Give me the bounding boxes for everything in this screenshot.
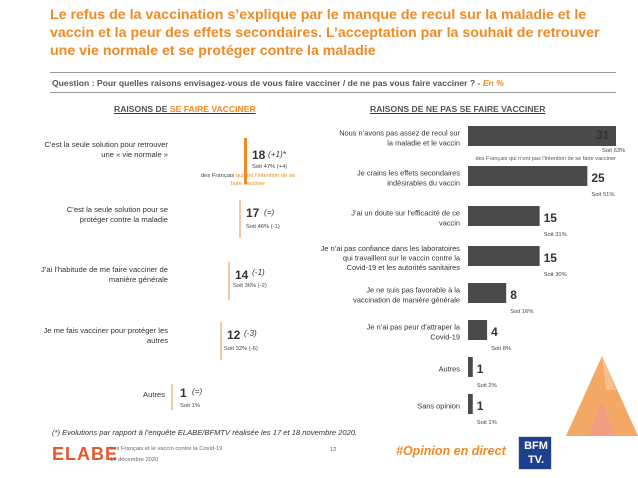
right-bar-soit: Soit 2%	[477, 383, 497, 389]
question-unit: En %	[482, 78, 504, 88]
title-separator	[50, 72, 616, 73]
right-chart-note: des Français qui n’ont pas l’intention d…	[475, 156, 616, 162]
left-item-bar	[239, 200, 241, 238]
right-bar-soit: Soit 1%	[477, 420, 497, 426]
right-bar-soit: Soit 16%	[510, 309, 533, 315]
footnote: (*) Evolutions par rapport à l’enquête E…	[52, 428, 358, 437]
left-item-value: 1	[180, 386, 187, 400]
left-item-note: des Français qui ont l’intention de se f…	[198, 172, 298, 188]
right-category-label: Nous n’avons pas assez de recul sur la ma…	[339, 129, 460, 148]
footer-subtitle: Les Français et le vaccin contre la Covi…	[110, 446, 223, 452]
footer-date: 17 décembre 2020	[110, 457, 159, 463]
left-item-evolution: (+1)*	[268, 150, 286, 159]
right-bar	[468, 283, 507, 303]
left-item-soit: Soit 47% (+4)	[252, 164, 288, 170]
left-section-heading: RAISONS DE SE FAIRE VACCINER	[114, 104, 256, 114]
right-bar-value: 1	[477, 399, 484, 413]
left-item-value: 17	[246, 206, 260, 220]
right-bar	[468, 320, 488, 340]
left-item-soit: Soit 32% (-6)	[224, 346, 258, 352]
right-category-label: Je n’ai pas confiance dans les laboratoi…	[321, 244, 461, 272]
elabe-logo: ELABE	[52, 444, 119, 464]
right-bar-soit: Soit 51%	[591, 192, 614, 198]
left-item-note-2: qui ont l’intention de se faire vacciner	[230, 173, 296, 187]
page-number: 12	[330, 447, 337, 453]
left-item-evolution: (=)	[192, 387, 203, 396]
elabe-decor-triangle-icon	[566, 356, 638, 436]
left-item-note-1: des Français	[200, 173, 235, 179]
right-bar-soit: Soit 8%	[491, 346, 511, 352]
left-heading-accent: SE FAIRE VACCINER	[169, 104, 256, 114]
left-item-label: Autres	[143, 390, 165, 399]
right-section-heading: RAISONS DE NE PAS SE FAIRE VACCINER	[370, 104, 545, 114]
right-bar-value: 15	[544, 251, 558, 265]
left-item-label: Je me fais vacciner pour protéger les au…	[43, 326, 168, 345]
left-item-evolution: (-3)	[244, 329, 257, 338]
hashtag: #Opinion en direct	[396, 444, 506, 458]
left-item-soit: Soit 1%	[180, 403, 200, 409]
right-bar-soit: Soit 30%	[544, 272, 567, 278]
left-item-value: 18	[252, 148, 266, 162]
question-separator	[50, 92, 616, 93]
right-bar-value: 4	[491, 325, 498, 339]
right-bar-value: 15	[544, 211, 558, 225]
page-title: Le refus de la vaccination s’explique pa…	[50, 7, 600, 59]
left-item-label: J’ai l’habitude de me faire vacciner de …	[40, 265, 168, 284]
right-bar-soit: Soit 63%	[602, 148, 625, 154]
right-bar	[468, 246, 540, 266]
left-item-bar	[228, 262, 230, 300]
left-item-bar	[171, 384, 173, 410]
left-item-bar	[244, 138, 247, 184]
bfm-logo-line1: BFM	[524, 440, 548, 452]
right-bar-value: 25	[591, 171, 605, 185]
right-category-label: Je n’ai pas peur d’attraper la Covid-19	[367, 323, 461, 342]
right-bar	[468, 394, 473, 414]
left-item-label: C’est la seule solution pour retrouver u…	[44, 140, 168, 159]
left-item-soit: Soit 46% (-1)	[246, 224, 280, 230]
right-bar	[468, 357, 473, 377]
right-bar	[468, 126, 616, 146]
right-bar-value: 8	[510, 288, 517, 302]
right-category-label: Autres	[439, 364, 461, 373]
left-item-evolution: (=)	[264, 208, 275, 217]
left-item-evolution: (-1)	[252, 268, 265, 277]
bfmtv-logo: BFM TV.	[518, 436, 552, 470]
right-bar-value: 1	[477, 362, 484, 376]
left-item-soit: Soit 36% (-2)	[233, 283, 267, 289]
left-item-label: C’est la seule solution pour se protéger…	[66, 205, 168, 224]
question-text: Question : Pour quelles raisons envisage…	[52, 78, 504, 88]
right-category-label: Sans opinion	[417, 401, 460, 410]
right-category-label: J’ai un doute sur l’efficacité de ce vacc…	[351, 209, 460, 228]
question-label: Question : Pour quelles raisons envisage…	[52, 78, 481, 88]
right-bar-soit: Soit 31%	[544, 232, 567, 238]
left-item-bar	[220, 322, 222, 360]
right-heading-prefix: RAISONS DE	[370, 104, 424, 114]
left-item-value: 14	[235, 268, 249, 282]
right-bar-value: 31	[596, 128, 610, 142]
left-item-value: 12	[227, 328, 241, 342]
right-bar	[468, 166, 588, 186]
right-category-label: Je crains les effets secondaires indésira…	[357, 169, 460, 188]
right-category-label: Je ne suis pas favorable à la vaccination…	[353, 286, 461, 305]
bfm-logo-line2: TV.	[527, 454, 545, 466]
right-bar	[468, 206, 540, 226]
right-heading-accent: NE PAS SE FAIRE VACCINER	[425, 104, 546, 114]
left-heading-prefix: RAISONS DE	[114, 104, 168, 114]
